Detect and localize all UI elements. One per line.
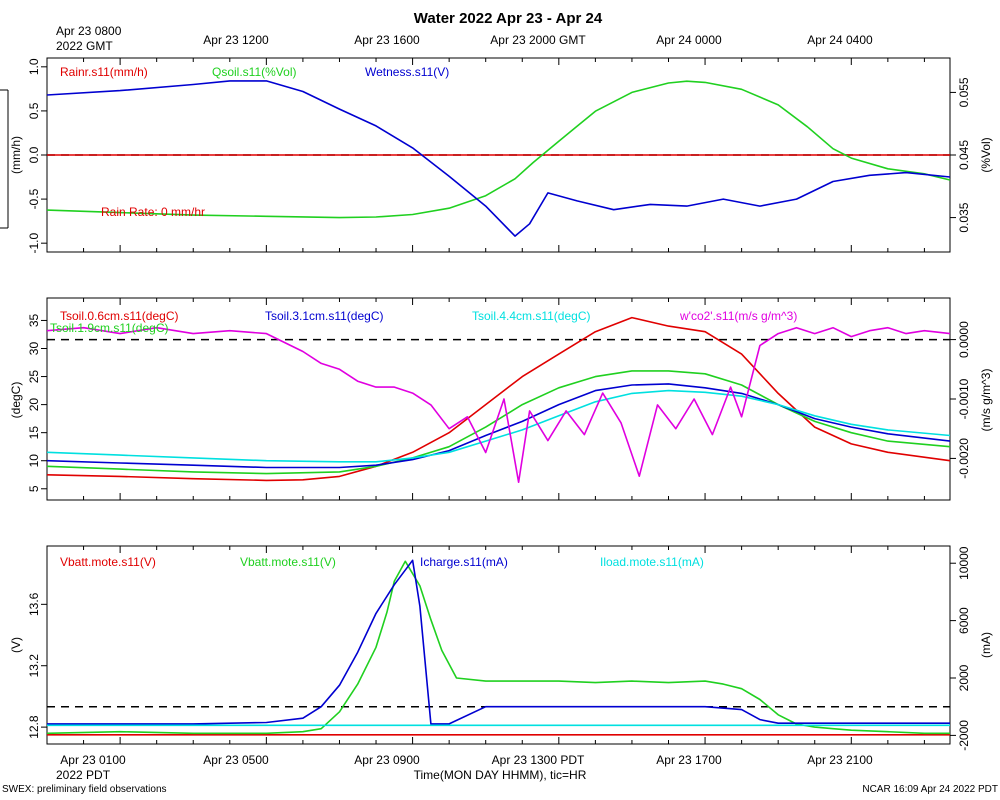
gmt-tick-label: Apr 23 1600 bbox=[354, 33, 420, 47]
y-tick-label-left: 10 bbox=[27, 454, 41, 468]
legend-rainr: Rainr.s11(mm/h) bbox=[60, 65, 148, 79]
legend-wco2: w'co2'.s11(m/s g/m^3) bbox=[679, 309, 797, 323]
pdt-tick-label: Apr 23 0900 bbox=[354, 753, 420, 767]
y-tick-label-right: 0.035 bbox=[957, 202, 971, 232]
series-line-wetness-s11-v-blue bbox=[46, 80, 951, 237]
legend-tsoil-4-4: Tsoil.4.4cm.s11(degC) bbox=[472, 309, 591, 323]
series-line-tsoil-4-4cm-s11-degc-cyan bbox=[46, 389, 951, 463]
panel-2-frame bbox=[46, 297, 951, 501]
y-tick-label-left: 35 bbox=[27, 313, 41, 327]
y-tick-label-left: 5 bbox=[27, 485, 41, 492]
panel-3-ylabel-right: (mA) bbox=[979, 632, 993, 658]
panel-1-ylabel-left: (mm/h) bbox=[9, 136, 23, 174]
panel-1-ylabel-right: (%Vol) bbox=[979, 137, 993, 172]
panel-3: 12.8 13.2 13.6 -2000 2000 6000 10000 Vbatt.mot… bbox=[9, 545, 993, 751]
gmt-corner-label: Apr 23 0800 bbox=[56, 24, 122, 38]
legend-icharge: Icharge.s11(mA) bbox=[420, 555, 508, 569]
gmt-corner-year: 2022 GMT bbox=[56, 39, 113, 53]
panel-3-frame bbox=[46, 545, 951, 745]
legend-iload: Iload.mote.s11(mA) bbox=[600, 555, 704, 569]
legend-qsoil: Qsoil.s11(%Vol) bbox=[212, 65, 296, 79]
series-line-qsoil-s11-vol-green bbox=[46, 80, 951, 219]
series-line-tsoil-0-6cm-s11-degc-red bbox=[46, 316, 951, 482]
panel-3-ylabel-left: (V) bbox=[9, 637, 23, 653]
legend-wetness: Wetness.s11(V) bbox=[365, 65, 449, 79]
y-tick-label-left: -0.5 bbox=[27, 188, 41, 209]
y-tick-label-left: -1.0 bbox=[27, 233, 41, 254]
gmt-tick-label: Apr 24 0400 bbox=[807, 33, 873, 47]
left-bracket bbox=[0, 89, 9, 229]
y-tick-label-left: 15 bbox=[27, 426, 41, 440]
y-tick-label-right: 0.045 bbox=[957, 140, 971, 170]
y-tick-label-left: 13.6 bbox=[27, 592, 41, 616]
y-tick-label-right: 6000 bbox=[957, 607, 971, 634]
y-tick-label-left: 0.5 bbox=[27, 102, 41, 119]
panel-1: -1.0 -0.5 0.0 0.5 1.0 0.035 0.045 0.055 Rainr.s… bbox=[9, 57, 993, 254]
y-tick-label-left: 0.0 bbox=[27, 146, 41, 163]
legend-tsoil-1-9: Tsoil.1.9cm.s11(degC) bbox=[50, 321, 169, 335]
legend-tsoil-3-1: Tsoil.3.1cm.s11(degC) bbox=[265, 309, 384, 323]
y-tick-label-right: -2000 bbox=[957, 720, 971, 751]
pdt-tick-label: Apr 23 1700 bbox=[656, 753, 722, 767]
series-line-icharge-s11-ma-blue bbox=[47, 559, 950, 725]
y-tick-label-right: 2000 bbox=[957, 664, 971, 691]
footer-note-right: NCAR 16:09 Apr 24 2022 PDT bbox=[862, 784, 998, 795]
panel-2-ylabel-right: (m/s g/m^3) bbox=[979, 369, 993, 432]
legend-tsoil-0-6: Tsoil.0.6cm.s11(degC) bbox=[60, 309, 179, 323]
footer-note-left: SWEX: preliminary field observations bbox=[2, 784, 167, 795]
series-line-w-co2-s11-m-s-g-m-3-magenta bbox=[46, 326, 951, 483]
y-tick-label-left: 25 bbox=[27, 370, 41, 384]
pdt-tick-label: Apr 23 1300 PDT bbox=[492, 753, 585, 767]
y-tick-label-left: 12.8 bbox=[27, 715, 41, 739]
legend-vbatt-green: Vbatt.mote.s11(V) bbox=[240, 555, 336, 569]
y-tick-label-right: 10000 bbox=[957, 546, 971, 580]
pdt-tick-label: Apr 23 2100 bbox=[807, 753, 873, 767]
series-line-tsoil-1-9cm-s11-degc-green bbox=[46, 370, 951, 475]
gmt-tick-label: Apr 23 1200 bbox=[203, 33, 269, 47]
y-tick-label-left: 1.0 bbox=[27, 58, 41, 75]
gmt-tick-label: Apr 23 2000 GMT bbox=[490, 33, 586, 47]
legend-vbatt-red: Vbatt.mote.s11(V) bbox=[60, 555, 156, 569]
pdt-tick-label: Apr 23 0100 bbox=[60, 753, 126, 767]
y-tick-label-left: 20 bbox=[27, 398, 41, 412]
chart-title: Water 2022 Apr 23 - Apr 24 bbox=[414, 10, 603, 27]
gmt-tick-label: Apr 24 0000 bbox=[656, 33, 722, 47]
y-tick-label-right: 0.055 bbox=[957, 77, 971, 107]
series-line-tsoil-3-1cm-s11-degc-blue bbox=[46, 383, 951, 469]
pdt-year-label: 2022 PDT bbox=[56, 768, 111, 782]
y-tick-label-right: 0.0000 bbox=[957, 321, 971, 358]
x-axis-label: Time(MON DAY HHMM), tic=HR bbox=[414, 768, 587, 782]
panel-2: 5 10 15 20 25 30 35 -0.0020 -0.0010 0.0000 Tsoil.… bbox=[9, 297, 993, 501]
y-tick-label-left: 30 bbox=[27, 342, 41, 356]
y-tick-label-right: -0.0020 bbox=[957, 438, 971, 479]
rain-rate-annotation: Rain Rate: 0 mm/hr bbox=[101, 205, 205, 219]
panel-2-ylabel-left: (degC) bbox=[9, 382, 23, 419]
y-tick-label-right: -0.0010 bbox=[957, 378, 971, 419]
pdt-tick-label: Apr 23 0500 bbox=[203, 753, 269, 767]
y-tick-label-left: 13.2 bbox=[27, 654, 41, 678]
